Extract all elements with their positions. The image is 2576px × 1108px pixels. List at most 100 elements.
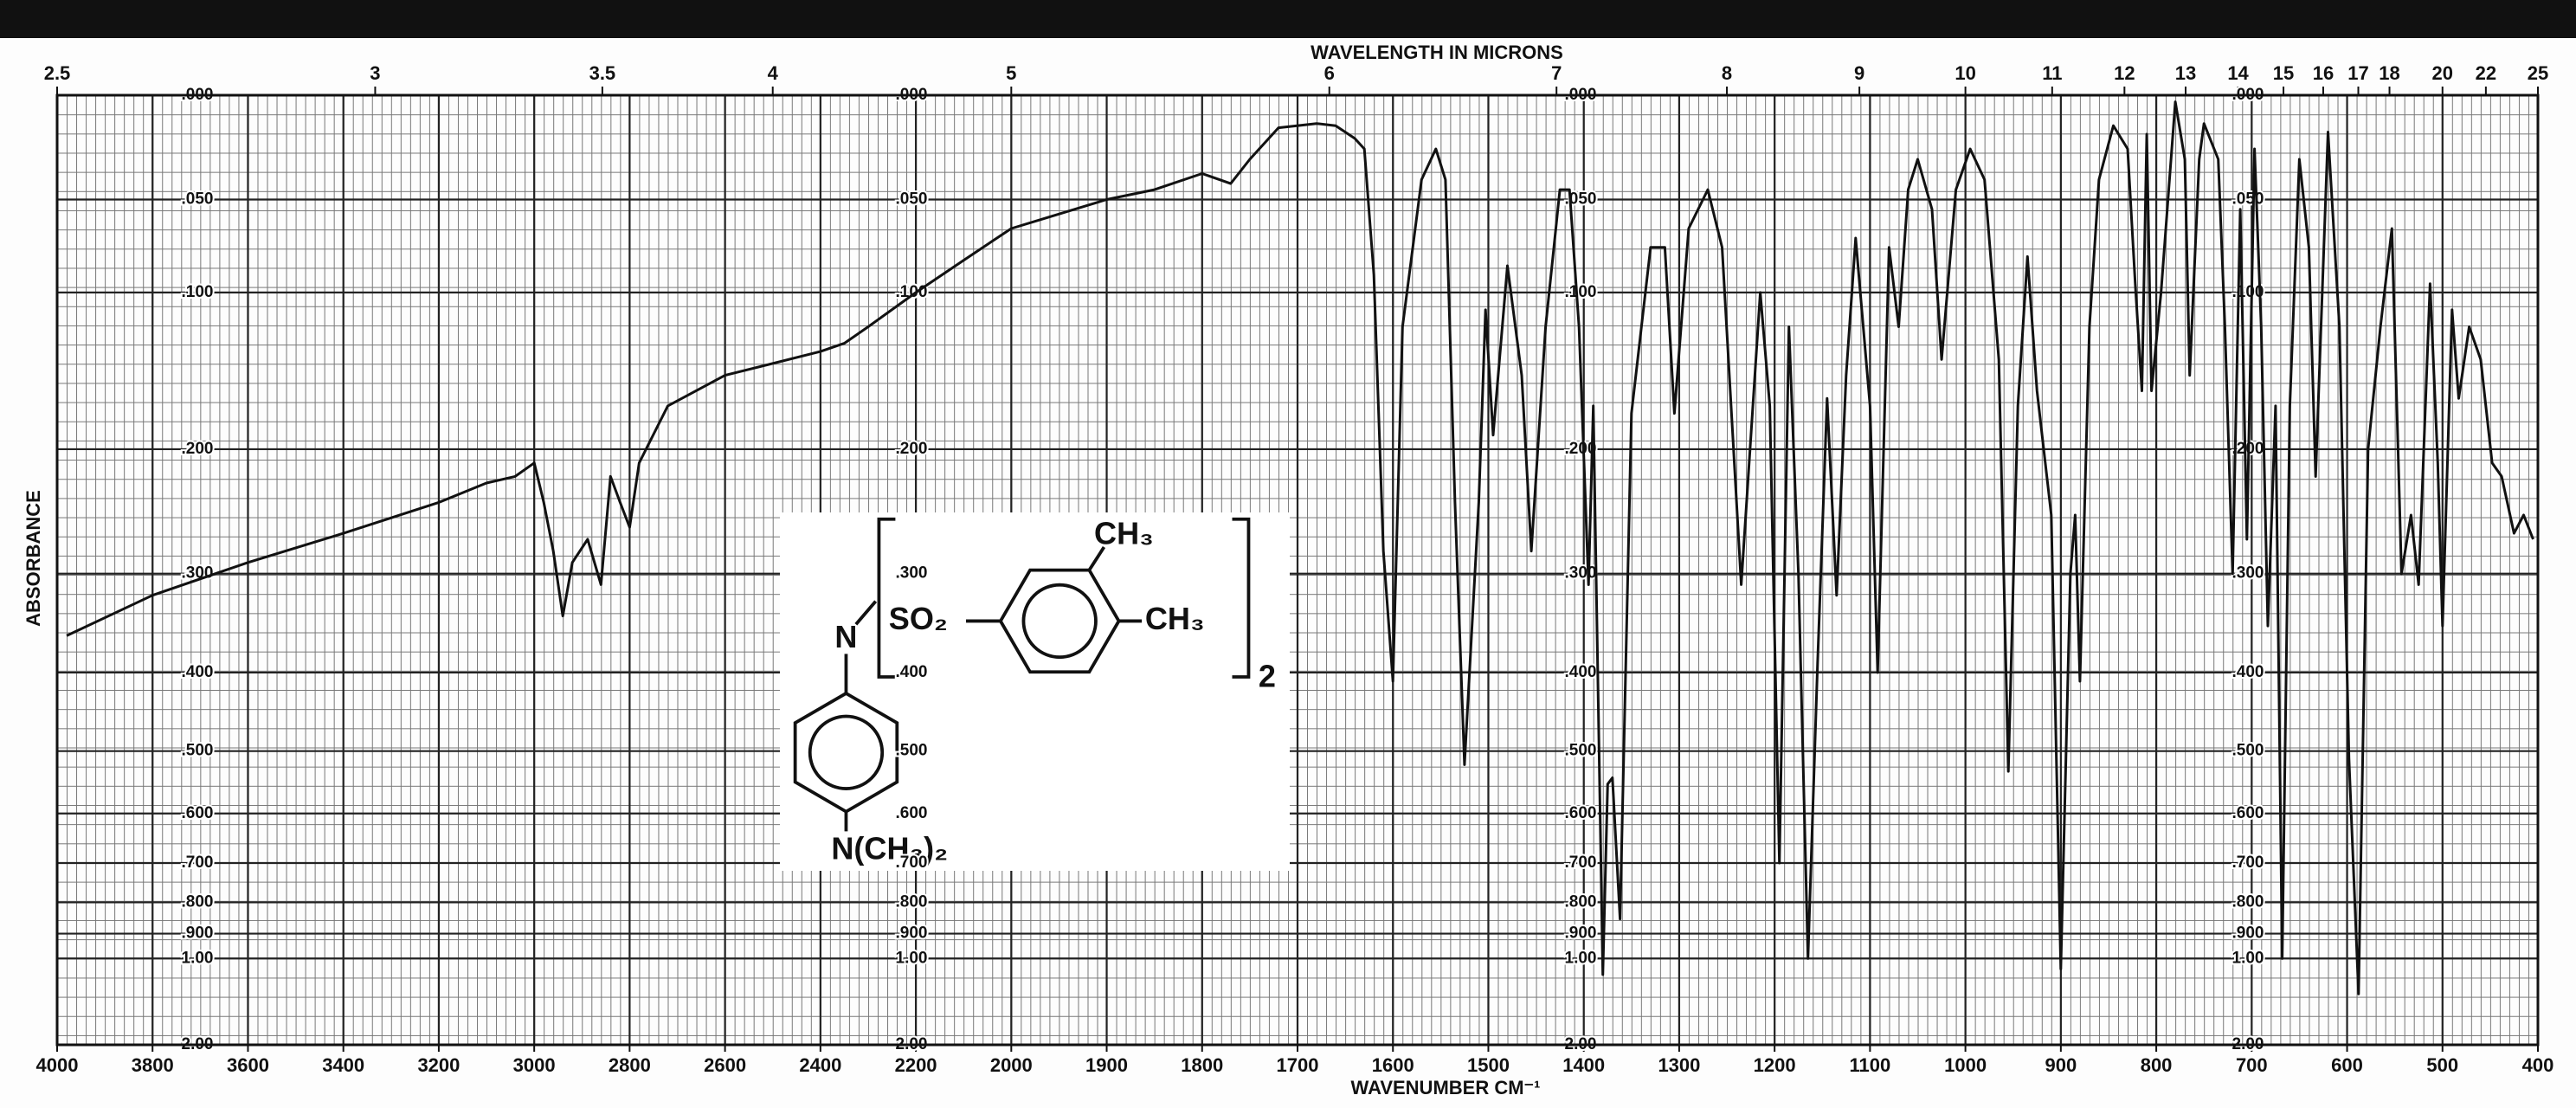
x2-tick-label: 18 [2379, 62, 2399, 84]
y-tick-label: 1.00 [182, 949, 214, 967]
x2-tick-label: 17 [2347, 62, 2368, 84]
x2-tick-label: 6 [1324, 62, 1335, 84]
y-tick-label: .900 [896, 924, 928, 943]
x-tick-label: 3000 [513, 1054, 556, 1076]
y-tick-label: .100 [896, 283, 928, 301]
x-tick-label: 400 [2522, 1054, 2554, 1076]
x2-tick-label: 8 [1722, 62, 1732, 84]
y-tick-label: .050 [2232, 190, 2264, 209]
group-label: SO₂ [889, 601, 948, 636]
ring-circle [1021, 583, 1098, 660]
group-label: CH₃ [1094, 515, 1154, 551]
y-tick-label: .400 [896, 663, 928, 681]
y-tick-label: .050 [182, 190, 214, 209]
plot-frame [55, 93, 2540, 1047]
x2-tick-label: 16 [2313, 62, 2334, 84]
y-tick-label: .300 [2232, 564, 2264, 583]
x2-tick-label: 13 [2175, 62, 2196, 84]
x-tick-label: 1600 [1372, 1054, 1414, 1076]
x2-tick-label: 20 [2432, 62, 2453, 84]
x2-tick-label: 25 [2528, 62, 2548, 84]
x2-tick-label: 9 [1854, 62, 1864, 84]
spectrum-line [66, 100, 2534, 995]
y-tick-label: .200 [182, 440, 214, 458]
y-tick-label: .050 [896, 190, 928, 209]
x-tick-label: 900 [2045, 1054, 2077, 1076]
y-tick-label: .600 [1565, 804, 1597, 822]
bracket [877, 517, 896, 679]
x-tick-label: 2800 [609, 1054, 651, 1076]
y-tick-label: .300 [896, 564, 928, 583]
y-tick-label: .600 [182, 804, 214, 822]
structure-box [780, 512, 1290, 871]
y-tick-label: .700 [2232, 854, 2264, 872]
x-tick-label: 600 [2331, 1054, 2363, 1076]
atom-label: N [834, 619, 857, 654]
x2-tick-label: 3 [370, 62, 380, 84]
x-tick-label: 3800 [132, 1054, 174, 1076]
x-tick-label: 1700 [1277, 1054, 1319, 1076]
y-tick-label: .500 [1565, 742, 1597, 760]
y-tick-label: .900 [182, 924, 214, 943]
y-tick-label: .700 [182, 854, 214, 872]
y-tick-label: .400 [1565, 663, 1597, 681]
x-tick-label: 1200 [1754, 1054, 1796, 1076]
y-tick-label: 1.00 [1565, 949, 1597, 967]
y-tick-label: .600 [896, 804, 928, 822]
y-tick-label: .800 [182, 892, 214, 911]
y-tick-label: .300 [1565, 564, 1597, 583]
x-tick-label: 500 [2426, 1054, 2458, 1076]
x-tick-label: 3200 [417, 1054, 460, 1076]
top-axis-title: WAVELENGTH IN MICRONS [1311, 42, 1563, 63]
y-tick-label: .800 [896, 892, 928, 911]
x2-tick-label: 14 [2227, 62, 2249, 84]
x-tick-label: 3600 [227, 1054, 269, 1076]
x2-tick-label: 3.5 [589, 62, 616, 84]
y-tick-label: .900 [2232, 924, 2264, 943]
x2-tick-label: 7 [1551, 62, 1562, 84]
x2-tick-label: 11 [2042, 62, 2062, 84]
x-tick-label: 800 [2141, 1054, 2173, 1076]
y-tick-label: .700 [1565, 854, 1597, 872]
x-tick-label: 1400 [1562, 1054, 1605, 1076]
x-tick-label: 1500 [1467, 1054, 1510, 1076]
y-tick-label: .100 [1565, 283, 1597, 301]
x2-tick-label: 2.5 [44, 62, 71, 84]
y-tick-label: .600 [2232, 804, 2264, 822]
bond [854, 600, 878, 626]
y-tick-label: .900 [1565, 924, 1597, 943]
y-tick-label: 1.00 [2232, 949, 2264, 967]
x2-tick-label: 12 [2114, 62, 2135, 84]
x2-tick-label: 15 [2273, 62, 2294, 84]
bracket [1232, 517, 1251, 679]
x-tick-label: 1100 [1850, 1054, 1891, 1076]
x2-tick-label: 4 [768, 62, 779, 84]
structure: N SO₂ CH₃ CH₃ 2 N(CH₃)₂ [793, 515, 1276, 866]
y-tick-label: .800 [2232, 892, 2264, 911]
x-tick-label: 1300 [1658, 1054, 1700, 1076]
subscript: 2 [1259, 658, 1276, 693]
group-label: N(CH₃)₂ [831, 831, 948, 866]
x-tick-label: 2600 [704, 1054, 746, 1076]
y-tick-label: .200 [896, 440, 928, 458]
x-tick-label: 2200 [895, 1054, 937, 1076]
y-tick-label: .500 [2232, 742, 2264, 760]
x2-tick-label: 22 [2476, 62, 2496, 84]
y-tick-label: .500 [896, 742, 928, 760]
x2-tick-label: 10 [1955, 62, 1975, 84]
x-axis-title: WAVENUMBER CM⁻¹ [1351, 1077, 1541, 1098]
x-tick-label: 700 [2236, 1054, 2268, 1076]
x-tick-label: 4000 [36, 1054, 79, 1076]
bond [1087, 546, 1106, 571]
y-tick-label: .100 [182, 283, 214, 301]
x-tick-label: 1000 [1944, 1054, 1987, 1076]
y-tick-label: .700 [896, 854, 928, 872]
y-axis-title: ABSORBANCE [23, 490, 44, 627]
x-tick-label: 2000 [990, 1054, 1033, 1076]
x-tick-label: 3400 [322, 1054, 364, 1076]
ring-circle [808, 714, 885, 790]
y-tick-label: .800 [1565, 892, 1597, 911]
y-tick-label: .400 [2232, 663, 2264, 681]
x2-tick-label: 5 [1006, 62, 1016, 84]
